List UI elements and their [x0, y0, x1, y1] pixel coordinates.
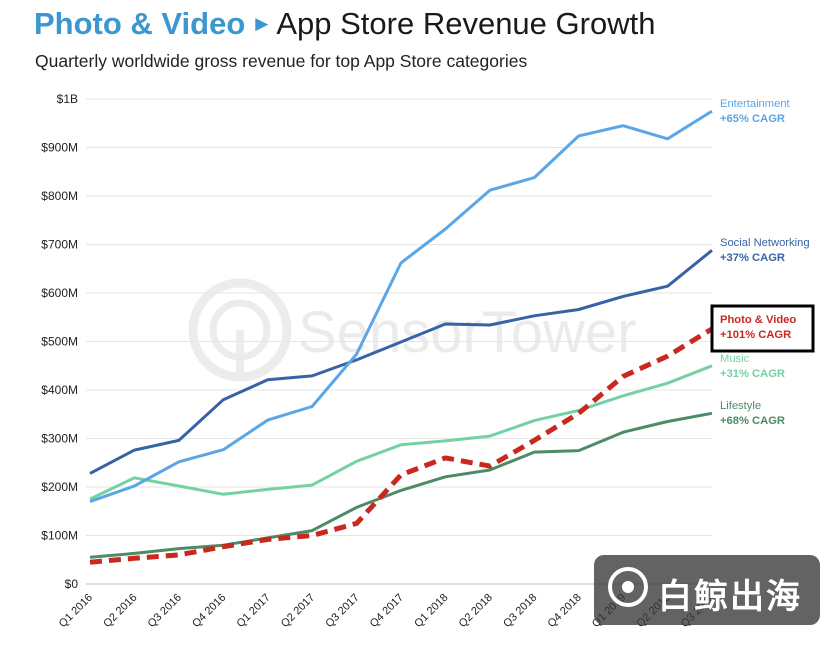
- x-tick-label: Q3 2016: [146, 592, 184, 630]
- y-tick-label: $500M: [41, 335, 78, 349]
- y-tick-label: $0: [65, 577, 79, 591]
- series-cagr-music: +31% CAGR: [720, 368, 785, 380]
- x-tick-label: Q3 2018: [501, 592, 539, 630]
- series-label-social: Social Networking: [720, 237, 810, 249]
- series-labels: Entertainment +65% CAGR Social Networking +…: [710, 98, 815, 427]
- series-lines: [89, 109, 714, 565]
- y-tick-label: $300M: [41, 432, 78, 446]
- whale-logo-icon: [608, 567, 648, 607]
- x-tick-label: Q4 2016: [190, 592, 228, 630]
- highlight-box: [710, 304, 815, 353]
- chart-subtitle: Quarterly worldwide gross revenue for to…: [35, 51, 528, 71]
- y-tick-label: $200M: [41, 480, 78, 494]
- watermark-text: SensorTower: [298, 300, 636, 365]
- x-tick-label: Q4 2017: [368, 592, 406, 630]
- series-label-photo_video: Photo & Video: [720, 314, 796, 326]
- series-line-photo_video: [89, 326, 714, 565]
- y-tick-label: $1B: [57, 92, 78, 106]
- series-cagr-entertainment: +65% CAGR: [720, 113, 785, 125]
- y-tick-label: $600M: [41, 286, 78, 300]
- y-tick-label: $800M: [41, 189, 78, 203]
- y-tick-label: $100M: [41, 529, 78, 543]
- chevron-right-icon: ▶: [255, 14, 269, 33]
- y-tick-label: $900M: [41, 141, 78, 155]
- y-axis: $0 $100M $200M $300M $400M $500M $600M $700M $80…: [41, 92, 78, 591]
- series-line-lifestyle: [89, 411, 713, 559]
- x-tick-label: Q1 2017: [235, 592, 273, 630]
- x-tick-label: Q4 2018: [546, 592, 584, 630]
- x-tick-label: Q2 2017: [279, 592, 317, 630]
- series-line-entertainment: [89, 109, 713, 504]
- series-label-entertainment: Entertainment: [720, 98, 791, 110]
- series-cagr-social: +37% CAGR: [720, 252, 785, 264]
- series-cagr-photo_video: +101% CAGR: [720, 329, 791, 341]
- y-tick-label: $400M: [41, 383, 78, 397]
- x-tick-label: Q3 2017: [323, 592, 361, 630]
- corner-logo: 白鲸出海: [594, 555, 820, 625]
- x-tick-label: Q2 2018: [457, 592, 495, 630]
- header-title: Photo & Video ▶ App Store Revenue Growth: [34, 6, 655, 42]
- sensortower-watermark: SensorTower: [188, 278, 636, 382]
- series-line-social: [89, 249, 713, 475]
- x-tick-label: Q1 2018: [412, 592, 450, 630]
- x-tick-label: Q2 2016: [101, 592, 139, 630]
- series-cagr-lifestyle: +68% CAGR: [720, 415, 785, 427]
- series-line-music: [89, 364, 713, 501]
- y-tick-label: $700M: [41, 238, 78, 252]
- series-label-music: Music: [720, 353, 750, 365]
- category-title: Photo & Video: [34, 6, 246, 41]
- corner-logo-text: 白鲸出海: [658, 577, 802, 617]
- x-tick-label: Q1 2016: [57, 592, 95, 630]
- chart-title: App Store Revenue Growth: [276, 6, 656, 41]
- series-label-lifestyle: Lifestyle: [720, 400, 761, 412]
